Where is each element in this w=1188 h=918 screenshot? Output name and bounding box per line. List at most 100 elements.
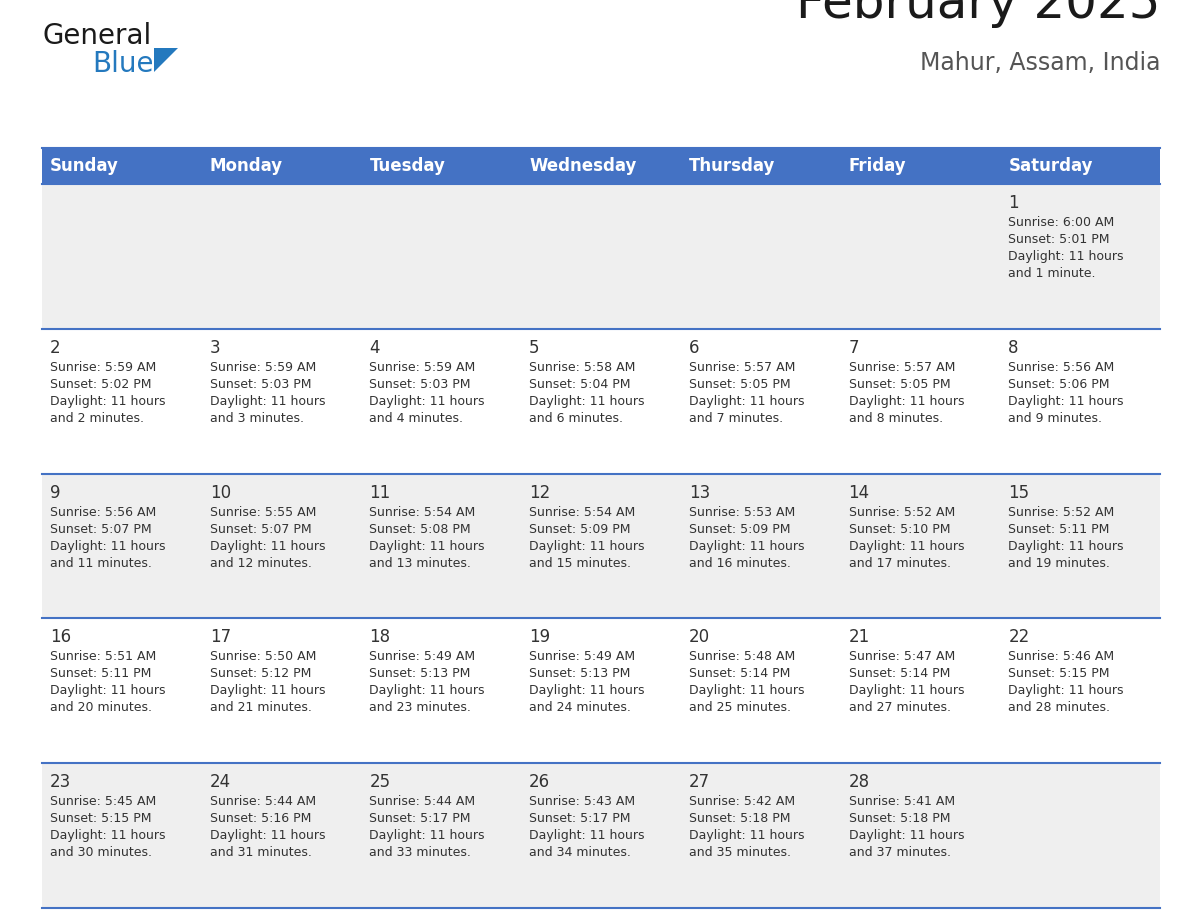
Text: 12: 12 xyxy=(529,484,550,501)
Text: and 17 minutes.: and 17 minutes. xyxy=(848,556,950,569)
Text: Sunset: 5:08 PM: Sunset: 5:08 PM xyxy=(369,522,472,535)
Text: Sunday: Sunday xyxy=(50,157,119,175)
Text: Sunrise: 5:57 AM: Sunrise: 5:57 AM xyxy=(689,361,795,374)
Text: and 30 minutes.: and 30 minutes. xyxy=(50,846,152,859)
Text: Sunset: 5:17 PM: Sunset: 5:17 PM xyxy=(369,812,470,825)
Text: and 28 minutes.: and 28 minutes. xyxy=(1009,701,1111,714)
Text: 19: 19 xyxy=(529,629,550,646)
Text: Saturday: Saturday xyxy=(1009,157,1093,175)
Text: Daylight: 11 hours: Daylight: 11 hours xyxy=(848,540,965,553)
Text: Daylight: 11 hours: Daylight: 11 hours xyxy=(689,395,804,408)
Text: Sunset: 5:18 PM: Sunset: 5:18 PM xyxy=(689,812,790,825)
Text: and 23 minutes.: and 23 minutes. xyxy=(369,701,472,714)
Text: Daylight: 11 hours: Daylight: 11 hours xyxy=(848,685,965,698)
Text: and 37 minutes.: and 37 minutes. xyxy=(848,846,950,859)
Text: Blue: Blue xyxy=(91,50,153,78)
Text: and 3 minutes.: and 3 minutes. xyxy=(210,412,304,425)
Text: 23: 23 xyxy=(50,773,71,791)
Text: 27: 27 xyxy=(689,773,710,791)
Text: Sunset: 5:07 PM: Sunset: 5:07 PM xyxy=(50,522,152,535)
Text: Daylight: 11 hours: Daylight: 11 hours xyxy=(210,685,326,698)
Text: Thursday: Thursday xyxy=(689,157,776,175)
Text: Sunrise: 5:54 AM: Sunrise: 5:54 AM xyxy=(529,506,636,519)
Text: Sunset: 5:09 PM: Sunset: 5:09 PM xyxy=(689,522,790,535)
Text: 3: 3 xyxy=(210,339,220,357)
Text: 24: 24 xyxy=(210,773,230,791)
Text: and 31 minutes.: and 31 minutes. xyxy=(210,846,311,859)
Text: Daylight: 11 hours: Daylight: 11 hours xyxy=(1009,395,1124,408)
Text: and 11 minutes.: and 11 minutes. xyxy=(50,556,152,569)
Text: Sunrise: 5:56 AM: Sunrise: 5:56 AM xyxy=(50,506,157,519)
Text: Sunset: 5:01 PM: Sunset: 5:01 PM xyxy=(1009,233,1110,246)
Text: Sunset: 5:11 PM: Sunset: 5:11 PM xyxy=(50,667,151,680)
Text: and 12 minutes.: and 12 minutes. xyxy=(210,556,311,569)
Text: 6: 6 xyxy=(689,339,700,357)
Text: 14: 14 xyxy=(848,484,870,501)
Text: Daylight: 11 hours: Daylight: 11 hours xyxy=(1009,685,1124,698)
Text: Daylight: 11 hours: Daylight: 11 hours xyxy=(529,829,645,842)
Text: Sunset: 5:14 PM: Sunset: 5:14 PM xyxy=(689,667,790,680)
Text: Sunset: 5:04 PM: Sunset: 5:04 PM xyxy=(529,378,631,391)
Text: Sunset: 5:18 PM: Sunset: 5:18 PM xyxy=(848,812,950,825)
Text: 20: 20 xyxy=(689,629,710,646)
Text: Daylight: 11 hours: Daylight: 11 hours xyxy=(369,829,485,842)
Text: Daylight: 11 hours: Daylight: 11 hours xyxy=(529,395,645,408)
Text: and 16 minutes.: and 16 minutes. xyxy=(689,556,791,569)
Bar xyxy=(42,184,1159,329)
Text: Daylight: 11 hours: Daylight: 11 hours xyxy=(210,829,326,842)
Text: Daylight: 11 hours: Daylight: 11 hours xyxy=(50,829,165,842)
Text: Sunrise: 6:00 AM: Sunrise: 6:00 AM xyxy=(1009,216,1114,229)
Bar xyxy=(42,148,1159,184)
Text: Daylight: 11 hours: Daylight: 11 hours xyxy=(529,685,645,698)
Text: 4: 4 xyxy=(369,339,380,357)
Text: Sunrise: 5:57 AM: Sunrise: 5:57 AM xyxy=(848,361,955,374)
Text: Daylight: 11 hours: Daylight: 11 hours xyxy=(1009,540,1124,553)
Text: and 8 minutes.: and 8 minutes. xyxy=(848,412,943,425)
Text: Sunrise: 5:41 AM: Sunrise: 5:41 AM xyxy=(848,795,955,808)
Text: Sunrise: 5:50 AM: Sunrise: 5:50 AM xyxy=(210,650,316,664)
Text: Daylight: 11 hours: Daylight: 11 hours xyxy=(1009,250,1124,263)
Bar xyxy=(42,763,1159,908)
Text: Sunrise: 5:52 AM: Sunrise: 5:52 AM xyxy=(1009,506,1114,519)
Text: 26: 26 xyxy=(529,773,550,791)
Text: Sunrise: 5:59 AM: Sunrise: 5:59 AM xyxy=(369,361,475,374)
Text: Friday: Friday xyxy=(848,157,906,175)
Text: Sunset: 5:06 PM: Sunset: 5:06 PM xyxy=(1009,378,1110,391)
Text: Sunrise: 5:59 AM: Sunrise: 5:59 AM xyxy=(50,361,157,374)
Text: Sunrise: 5:47 AM: Sunrise: 5:47 AM xyxy=(848,650,955,664)
Text: Sunrise: 5:52 AM: Sunrise: 5:52 AM xyxy=(848,506,955,519)
Text: and 24 minutes.: and 24 minutes. xyxy=(529,701,631,714)
Text: 11: 11 xyxy=(369,484,391,501)
Text: Sunset: 5:10 PM: Sunset: 5:10 PM xyxy=(848,522,950,535)
Text: 15: 15 xyxy=(1009,484,1030,501)
Text: 22: 22 xyxy=(1009,629,1030,646)
Text: Sunrise: 5:58 AM: Sunrise: 5:58 AM xyxy=(529,361,636,374)
Text: and 25 minutes.: and 25 minutes. xyxy=(689,701,791,714)
Text: Daylight: 11 hours: Daylight: 11 hours xyxy=(529,540,645,553)
Text: and 19 minutes.: and 19 minutes. xyxy=(1009,556,1110,569)
Text: Daylight: 11 hours: Daylight: 11 hours xyxy=(369,395,485,408)
Text: Sunset: 5:03 PM: Sunset: 5:03 PM xyxy=(369,378,470,391)
Text: and 15 minutes.: and 15 minutes. xyxy=(529,556,631,569)
Text: and 6 minutes.: and 6 minutes. xyxy=(529,412,624,425)
Text: and 20 minutes.: and 20 minutes. xyxy=(50,701,152,714)
Text: 9: 9 xyxy=(50,484,61,501)
Text: Sunset: 5:13 PM: Sunset: 5:13 PM xyxy=(529,667,631,680)
Text: Wednesday: Wednesday xyxy=(529,157,637,175)
Text: and 4 minutes.: and 4 minutes. xyxy=(369,412,463,425)
Text: Sunset: 5:09 PM: Sunset: 5:09 PM xyxy=(529,522,631,535)
Text: Daylight: 11 hours: Daylight: 11 hours xyxy=(50,395,165,408)
Text: and 2 minutes.: and 2 minutes. xyxy=(50,412,144,425)
Text: Sunset: 5:14 PM: Sunset: 5:14 PM xyxy=(848,667,950,680)
Text: and 33 minutes.: and 33 minutes. xyxy=(369,846,472,859)
Text: Sunrise: 5:46 AM: Sunrise: 5:46 AM xyxy=(1009,650,1114,664)
Text: and 34 minutes.: and 34 minutes. xyxy=(529,846,631,859)
Text: Sunset: 5:11 PM: Sunset: 5:11 PM xyxy=(1009,522,1110,535)
Text: and 1 minute.: and 1 minute. xyxy=(1009,267,1095,280)
Text: 7: 7 xyxy=(848,339,859,357)
Text: Sunrise: 5:42 AM: Sunrise: 5:42 AM xyxy=(689,795,795,808)
Text: Sunrise: 5:54 AM: Sunrise: 5:54 AM xyxy=(369,506,475,519)
Text: General: General xyxy=(42,22,151,50)
Text: Daylight: 11 hours: Daylight: 11 hours xyxy=(848,829,965,842)
Text: 5: 5 xyxy=(529,339,539,357)
